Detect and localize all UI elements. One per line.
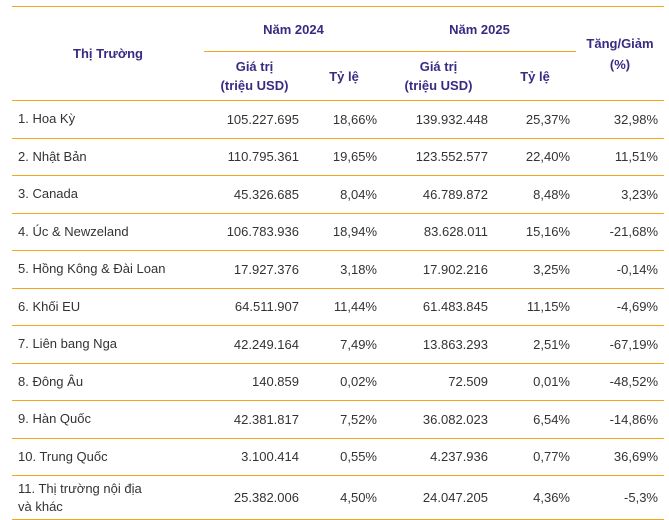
ratio-2025: 0,01% — [494, 363, 576, 401]
value-2024: 42.381.817 — [204, 400, 305, 439]
ratio-2024: 7,49% — [305, 325, 383, 364]
value-2025: 46.789.872 — [383, 175, 494, 214]
market-name-line2: và khác — [18, 498, 63, 514]
market-table: Thị Trường Năm 2024 Năm 2025 Tăng/Giảm (… — [12, 6, 664, 520]
ratio-2025: 4,36% — [494, 475, 576, 520]
value-2024: 106.783.936 — [204, 213, 305, 251]
ratio-2025: 11,15% — [494, 288, 576, 326]
value-2024: 17.927.376 — [204, 250, 305, 289]
header-market: Thị Trường — [12, 6, 204, 101]
ratio-2025: 0,77% — [494, 438, 576, 476]
ratio-2025: 22,40% — [494, 138, 576, 176]
header-change: Tăng/Giảm (%) — [576, 6, 664, 101]
header-value-line2: (triệu USD) — [220, 78, 289, 93]
header-change-line2: (%) — [609, 56, 631, 72]
table-row: 7. Liên bang Nga 42.249.164 7,49% 13.863… — [12, 325, 664, 364]
change-percent: -5,3% — [576, 475, 664, 520]
ratio-2025: 2,51% — [494, 325, 576, 364]
ratio-2024: 8,04% — [305, 175, 383, 214]
table-row: 10. Trung Quốc 3.100.414 0,55% 4.237.936… — [12, 438, 664, 476]
value-2024: 105.227.695 — [204, 100, 305, 139]
ratio-2025: 8,48% — [494, 175, 576, 214]
value-2024: 64.511.907 — [204, 288, 305, 326]
table-row: 6. Khối EU 64.511.907 11,44% 61.483.845 … — [12, 288, 664, 326]
value-2025: 83.628.011 — [383, 213, 494, 251]
header-value-line1: Giá trị — [419, 59, 458, 74]
ratio-2024: 0,55% — [305, 438, 383, 476]
change-percent: -14,86% — [576, 400, 664, 439]
market-name: 1. Hoa Kỳ — [12, 100, 204, 139]
header-value-line2: (triệu USD) — [404, 78, 473, 93]
ratio-2024: 18,94% — [305, 213, 383, 251]
market-name: 4. Úc & Newzeland — [12, 213, 204, 251]
value-2024: 140.859 — [204, 363, 305, 401]
market-name-line1: 11. Thị trường nội địa — [18, 480, 142, 496]
market-name: 2. Nhật Bản — [12, 138, 204, 176]
value-2024: 42.249.164 — [204, 325, 305, 364]
value-2025: 4.237.936 — [383, 438, 494, 476]
value-2025: 13.863.293 — [383, 325, 494, 364]
value-2025: 17.902.216 — [383, 250, 494, 289]
table-row: 4. Úc & Newzeland 106.783.936 18,94% 83.… — [12, 213, 664, 251]
market-name: 3. Canada — [12, 175, 204, 214]
ratio-2024: 11,44% — [305, 288, 383, 326]
change-percent: 3,23% — [576, 175, 664, 214]
ratio-2024: 4,50% — [305, 475, 383, 520]
header-value-2025: Giá trị (triệu USD) — [383, 51, 494, 101]
value-2025: 24.047.205 — [383, 475, 494, 520]
table-row: 2. Nhật Bản 110.795.361 19,65% 123.552.5… — [12, 138, 664, 176]
market-name: 11. Thị trường nội địa và khác — [12, 475, 204, 520]
change-percent: -67,19% — [576, 325, 664, 364]
market-name: 5. Hồng Kông & Đài Loan — [12, 250, 204, 289]
header-year-2025: Năm 2025 — [383, 6, 576, 52]
ratio-2025: 15,16% — [494, 213, 576, 251]
market-name: 7. Liên bang Nga — [12, 325, 204, 364]
value-2025: 139.932.448 — [383, 100, 494, 139]
change-percent: 11,51% — [576, 138, 664, 176]
ratio-2025: 3,25% — [494, 250, 576, 289]
table-row: 5. Hồng Kông & Đài Loan 17.927.376 3,18%… — [12, 250, 664, 289]
value-2025: 36.082.023 — [383, 400, 494, 439]
ratio-2025: 25,37% — [494, 100, 576, 139]
change-percent: 36,69% — [576, 438, 664, 476]
market-name: 6. Khối EU — [12, 288, 204, 326]
ratio-2024: 7,52% — [305, 400, 383, 439]
change-percent: -4,69% — [576, 288, 664, 326]
market-name: 10. Trung Quốc — [12, 438, 204, 476]
header-year-2024: Năm 2024 — [204, 6, 383, 52]
ratio-2024: 19,65% — [305, 138, 383, 176]
table-row: 1. Hoa Kỳ 105.227.695 18,66% 139.932.448… — [12, 100, 664, 139]
table-row: 3. Canada 45.326.685 8,04% 46.789.872 8,… — [12, 175, 664, 214]
change-percent: 32,98% — [576, 100, 664, 139]
value-2024: 45.326.685 — [204, 175, 305, 214]
table-row: 8. Đông Âu 140.859 0,02% 72.509 0,01% -4… — [12, 363, 664, 401]
header-ratio-2025: Tỷ lệ — [494, 51, 576, 101]
ratio-2025: 6,54% — [494, 400, 576, 439]
ratio-2024: 18,66% — [305, 100, 383, 139]
header-value-2024: Giá trị (triệu USD) — [204, 51, 305, 101]
header-ratio-2024: Tỷ lệ — [305, 51, 383, 101]
ratio-2024: 3,18% — [305, 250, 383, 289]
value-2025: 61.483.845 — [383, 288, 494, 326]
change-percent: -0,14% — [576, 250, 664, 289]
header-change-line1: Tăng/Giảm — [586, 35, 654, 51]
change-percent: -21,68% — [576, 213, 664, 251]
value-2024: 3.100.414 — [204, 438, 305, 476]
value-2024: 110.795.361 — [204, 138, 305, 176]
table-row: 9. Hàn Quốc 42.381.817 7,52% 36.082.023 … — [12, 400, 664, 439]
market-name: 9. Hàn Quốc — [12, 400, 204, 439]
ratio-2024: 0,02% — [305, 363, 383, 401]
market-name: 8. Đông Âu — [12, 363, 204, 401]
table-row: 11. Thị trường nội địa và khác 25.382.00… — [12, 475, 664, 520]
value-2025: 123.552.577 — [383, 138, 494, 176]
value-2025: 72.509 — [383, 363, 494, 401]
header-value-line1: Giá trị — [235, 59, 274, 74]
value-2024: 25.382.006 — [204, 475, 305, 520]
change-percent: -48,52% — [576, 363, 664, 401]
